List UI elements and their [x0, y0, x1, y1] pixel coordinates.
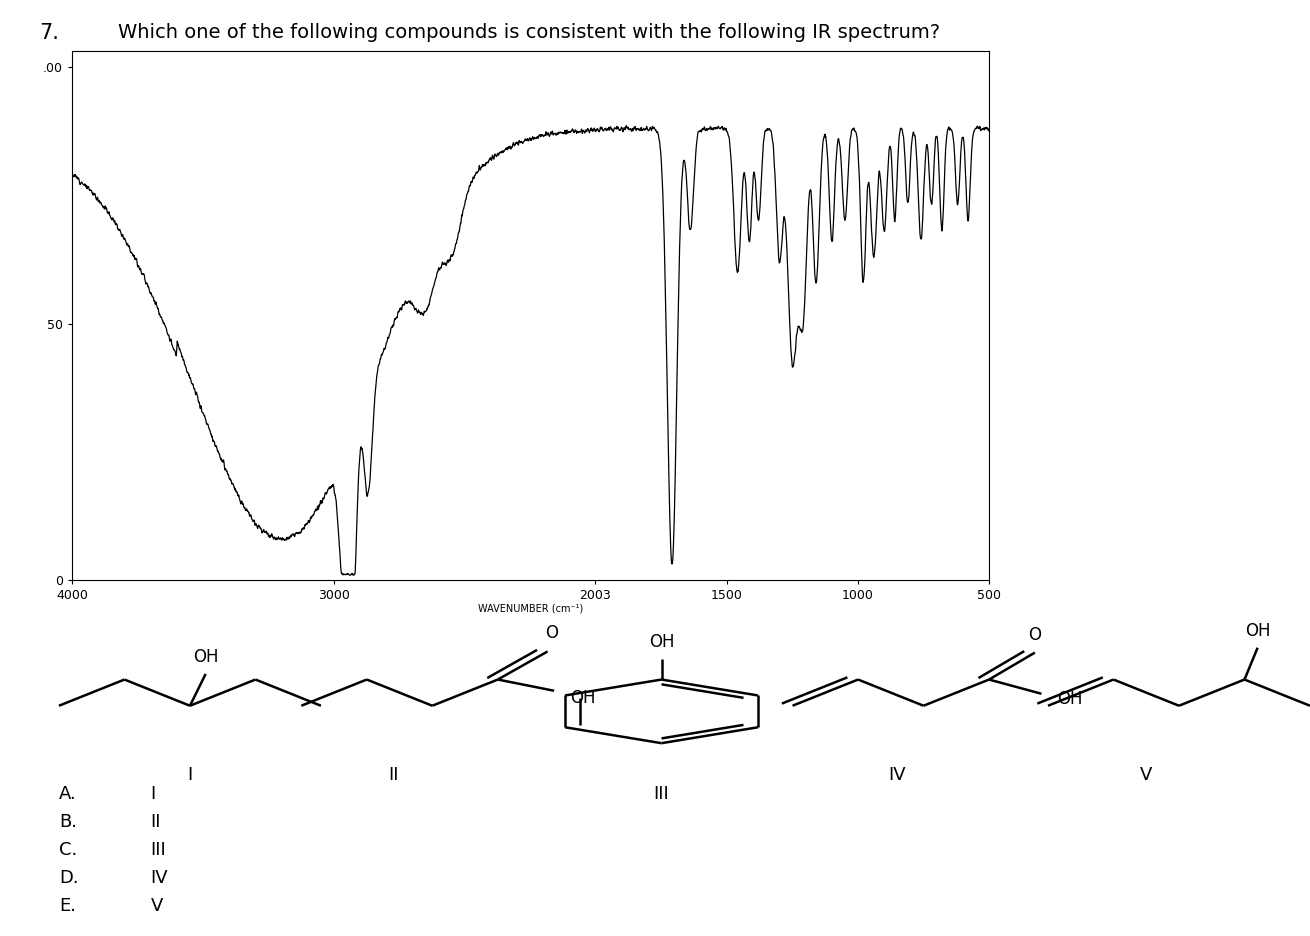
Text: B.: B.: [59, 812, 77, 831]
Text: Which one of the following compounds is consistent with the following IR spectru: Which one of the following compounds is …: [118, 23, 941, 42]
Text: I: I: [187, 766, 193, 784]
Text: II: II: [388, 766, 398, 784]
Text: V: V: [1140, 766, 1153, 784]
Text: O: O: [1028, 626, 1041, 644]
Text: OH: OH: [648, 633, 675, 651]
Text: OH: OH: [1244, 622, 1271, 640]
Text: E.: E.: [59, 897, 76, 915]
X-axis label: WAVENUMBER (cm⁻¹): WAVENUMBER (cm⁻¹): [478, 604, 583, 614]
Text: OH: OH: [193, 648, 219, 666]
Text: 7.: 7.: [39, 23, 59, 43]
Text: OH: OH: [570, 689, 596, 708]
Text: A.: A.: [59, 784, 77, 803]
Text: O: O: [545, 624, 558, 642]
Text: OH: OH: [1057, 691, 1083, 709]
Text: D.: D.: [59, 869, 79, 887]
Text: IV: IV: [151, 869, 168, 887]
Text: V: V: [151, 897, 162, 915]
Text: III: III: [654, 784, 669, 803]
Text: IV: IV: [888, 766, 907, 784]
Text: III: III: [151, 841, 166, 859]
Text: II: II: [151, 812, 161, 831]
Text: C.: C.: [59, 841, 77, 859]
Text: I: I: [151, 784, 156, 803]
